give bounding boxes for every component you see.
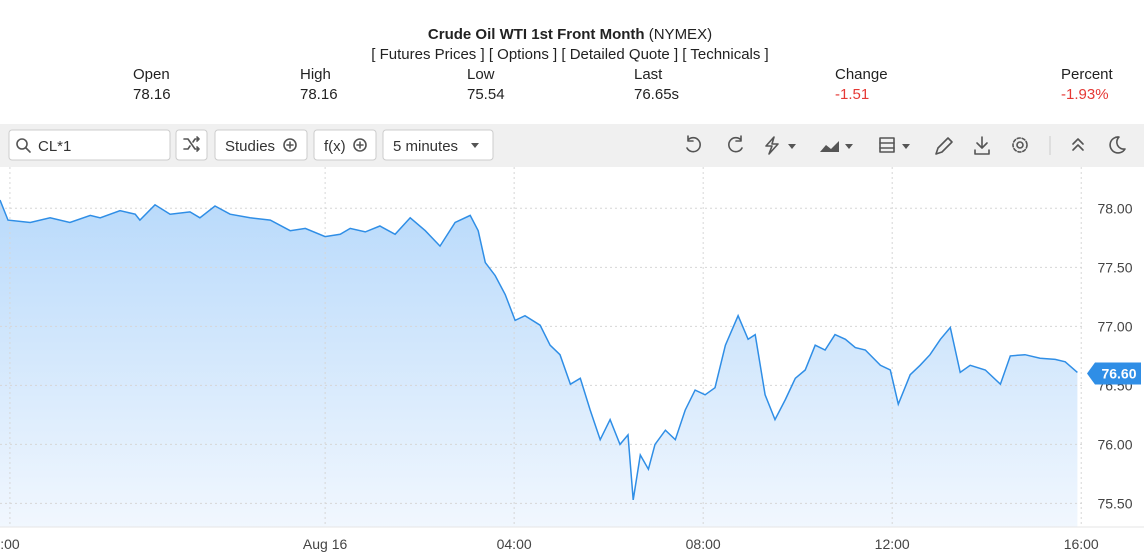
stat-label: Low xyxy=(467,66,495,83)
stat-value: -1.93% xyxy=(1061,86,1109,103)
link[interactable]: [ Options ] xyxy=(489,46,557,63)
x-tick-label: 16:00 xyxy=(1064,536,1099,552)
stats: Open 78.16 High 78.16 Low 75.54 Last 76.65s Chan… xyxy=(133,66,1114,103)
y-tick-label: 76.00 xyxy=(1097,436,1132,452)
theme[interactable] xyxy=(1109,136,1126,154)
quote-title: Crude Oil WTI 1st Front Month (NYMEX) xyxy=(428,26,712,43)
area xyxy=(0,200,1078,527)
price-line xyxy=(0,199,1078,501)
caret xyxy=(471,143,479,148)
stat-label: Open xyxy=(133,66,170,83)
last-price-tag xyxy=(1087,362,1141,385)
plus-icon xyxy=(353,138,367,152)
links: [ Futures Prices ] [ Options ] [ Detaile… xyxy=(371,46,768,63)
draw-tools[interactable] xyxy=(765,136,779,155)
undo[interactable] xyxy=(686,135,701,153)
x-tick-label: Aug 16 xyxy=(303,536,348,552)
pencil[interactable] xyxy=(935,137,953,155)
plus-icon xyxy=(283,138,297,152)
settings[interactable] xyxy=(1016,141,1024,149)
exchange: (NYMEX) xyxy=(649,26,712,43)
layout xyxy=(879,142,895,149)
stat-value: 78.16 xyxy=(133,86,171,103)
symbol: CL*1 xyxy=(38,138,71,155)
studies-label: Studies xyxy=(225,138,275,155)
y-tick-label: 78.00 xyxy=(1097,200,1132,216)
search-icon xyxy=(16,138,28,150)
stat-value: 78.16 xyxy=(300,86,338,103)
function-label: f(x) xyxy=(324,138,346,155)
toolbar xyxy=(0,124,1144,167)
link[interactable]: [ Futures Prices ] xyxy=(371,46,484,63)
x-tick-label: 12:00 xyxy=(875,536,910,552)
y-tick-label: 77.50 xyxy=(1097,259,1132,275)
caret xyxy=(902,144,910,149)
stat-value: -1.51 xyxy=(835,86,869,103)
studies-button[interactable] xyxy=(214,129,308,161)
collapse[interactable] xyxy=(1072,138,1084,151)
stat-label: High xyxy=(300,66,331,83)
link[interactable]: [ Technicals ] xyxy=(682,46,768,63)
plus-icon xyxy=(286,141,294,149)
stat-label: Last xyxy=(634,66,663,83)
stat-label: Change xyxy=(835,66,888,83)
symbol-search[interactable] xyxy=(8,129,171,161)
caret xyxy=(788,144,796,149)
interval-label: 5 minutes xyxy=(393,138,458,155)
interval-button[interactable] xyxy=(382,129,494,161)
layout[interactable] xyxy=(879,137,895,153)
y-tick-label: 75.50 xyxy=(1097,495,1132,511)
redo[interactable] xyxy=(728,135,743,153)
x-tick-label: :00 xyxy=(0,536,20,552)
function-button[interactable] xyxy=(313,129,377,161)
caret xyxy=(845,144,853,149)
stat-value: 75.54 xyxy=(467,86,505,103)
chart-type[interactable] xyxy=(820,141,839,152)
download[interactable] xyxy=(974,136,990,155)
x-tick-label: 08:00 xyxy=(686,536,721,552)
last-price-label: 76.60 xyxy=(1101,366,1136,382)
stat-value: 76.65s xyxy=(634,86,679,103)
title: Crude Oil WTI 1st Front Month xyxy=(428,26,645,43)
link[interactable]: [ Detailed Quote ] xyxy=(561,46,678,63)
stat-label: Percent xyxy=(1061,66,1114,83)
search-icon xyxy=(25,147,31,153)
plus-icon xyxy=(356,141,364,149)
y-tick-label: 77.00 xyxy=(1097,318,1132,334)
settings xyxy=(1012,137,1028,153)
compare-icon xyxy=(183,136,200,152)
x-tick-label: 04:00 xyxy=(497,536,532,552)
